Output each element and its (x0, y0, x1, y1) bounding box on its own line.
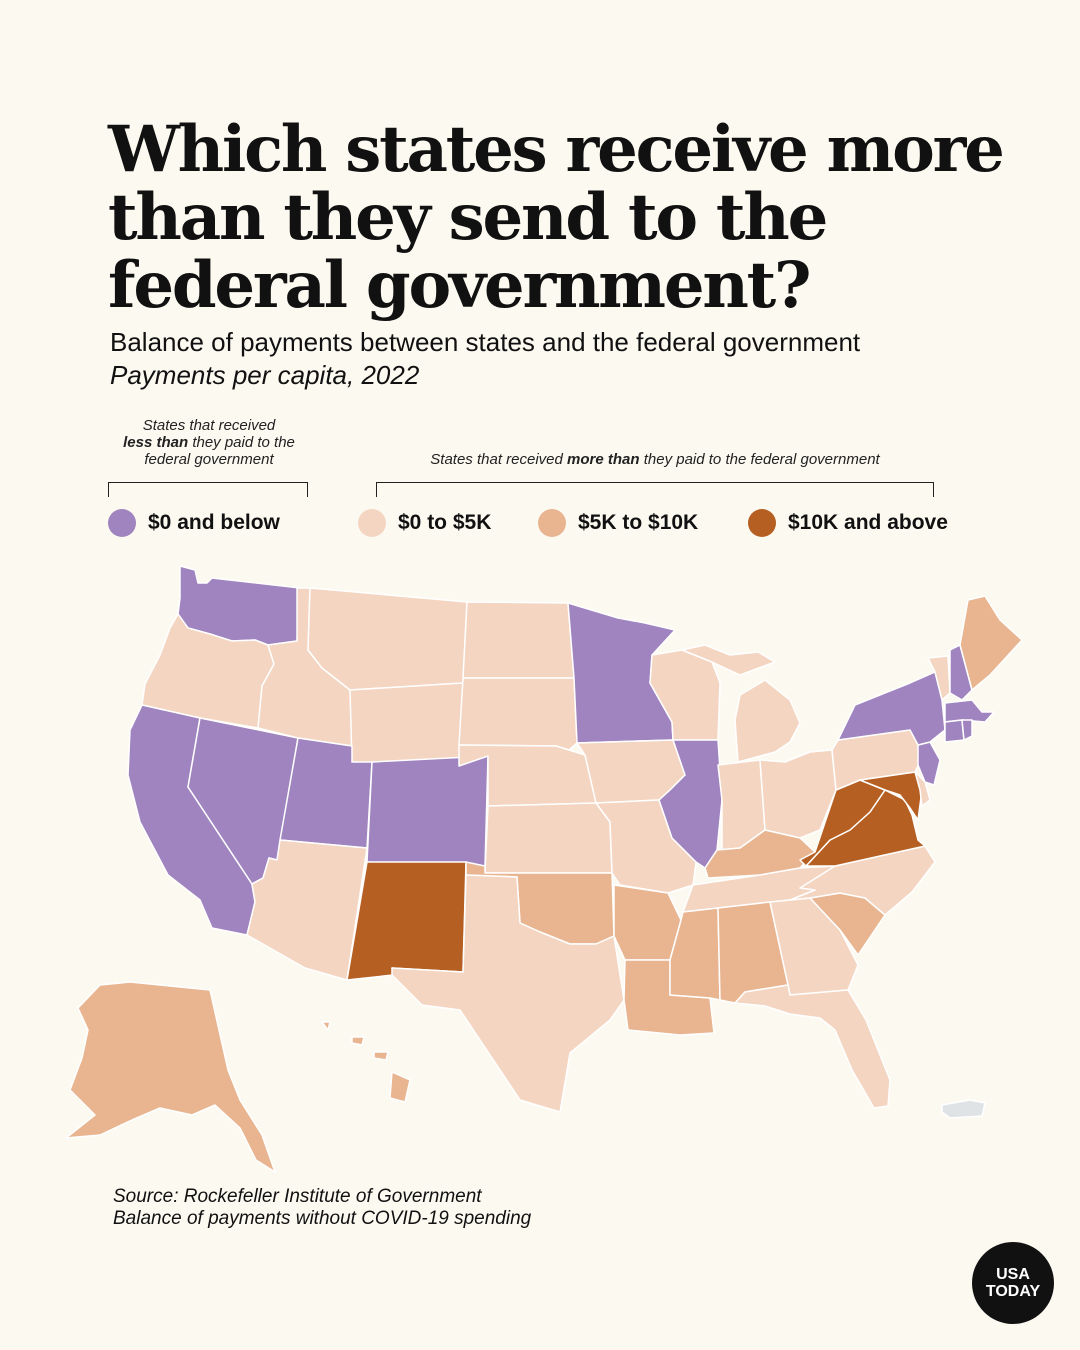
source-line-2: Balance of payments without COVID-19 spe… (113, 1208, 532, 1229)
logo-line-2: TODAY (985, 1283, 1041, 1300)
state-ri[interactable] (961, 719, 973, 741)
group-less-post: they paid to the federal government (144, 434, 295, 468)
state-mi-upper[interactable] (681, 644, 776, 676)
usa-today-logo: USA TODAY (972, 1242, 1054, 1324)
us-state-map (65, 565, 1023, 1173)
legend-label-neg: $0 and below (148, 511, 280, 534)
legend-label-high: $10K and above (788, 511, 948, 534)
group-more-bold: more than (567, 451, 640, 468)
state-ky[interactable] (704, 829, 816, 879)
state-ak[interactable] (65, 981, 276, 1173)
group-more-pre: States that received (430, 451, 563, 468)
legend-item-neg: $0 and below (108, 508, 280, 538)
legend-swatch-neg (108, 509, 136, 537)
state-nh[interactable] (949, 644, 973, 701)
legend-label-low: $0 to $5K (398, 511, 492, 534)
state-mi[interactable] (734, 679, 801, 763)
subtitle: Balance of payments between states and t… (110, 327, 861, 357)
state-wy[interactable] (349, 682, 464, 767)
legend-item-high: $10K and above (748, 508, 948, 538)
bracket-less (108, 482, 308, 497)
state-co[interactable] (366, 755, 489, 867)
group-more-post: they paid to the federal government (643, 451, 880, 468)
state-ma[interactable] (944, 699, 995, 723)
subsubtitle: Payments per capita, 2022 (110, 360, 420, 390)
territory-pr[interactable] (941, 1099, 986, 1119)
state-de[interactable] (914, 771, 931, 807)
legend-label-mid: $5K to $10K (578, 511, 699, 534)
source-line-1: Source: Rockefeller Institute of Governm… (113, 1186, 482, 1207)
state-nd[interactable] (462, 601, 575, 679)
state-fl[interactable] (734, 984, 891, 1109)
group-label-less: States that received less than they paid… (110, 417, 308, 468)
legend-swatch-low (358, 509, 386, 537)
legend-item-mid: $5K to $10K (538, 508, 698, 538)
state-me[interactable] (959, 595, 1023, 691)
legend-swatch-high (748, 509, 776, 537)
state-vt[interactable] (927, 655, 951, 701)
group-less-bold: less than (123, 434, 189, 451)
state-ar[interactable] (613, 884, 682, 961)
legend-item-low: $0 to $5K (358, 508, 491, 538)
logo-line-1: USA (996, 1266, 1030, 1283)
state-ct[interactable] (944, 719, 965, 743)
bracket-more (376, 482, 934, 497)
state-sd[interactable] (458, 677, 578, 751)
state-tx[interactable] (391, 874, 625, 1113)
state-az[interactable] (246, 839, 368, 981)
group-label-more: States that received more than they paid… (376, 451, 934, 468)
source-note: Source: Rockefeller Institute of Governm… (113, 1186, 531, 1230)
state-ks[interactable] (484, 802, 613, 874)
group-less-pre: States that received (142, 417, 276, 434)
state-hi[interactable] (321, 1021, 411, 1103)
page-title: Which states receive more than they send… (108, 112, 1005, 323)
state-nm[interactable] (346, 861, 467, 981)
legend-swatch-mid (538, 509, 566, 537)
state-mt[interactable] (307, 587, 468, 691)
